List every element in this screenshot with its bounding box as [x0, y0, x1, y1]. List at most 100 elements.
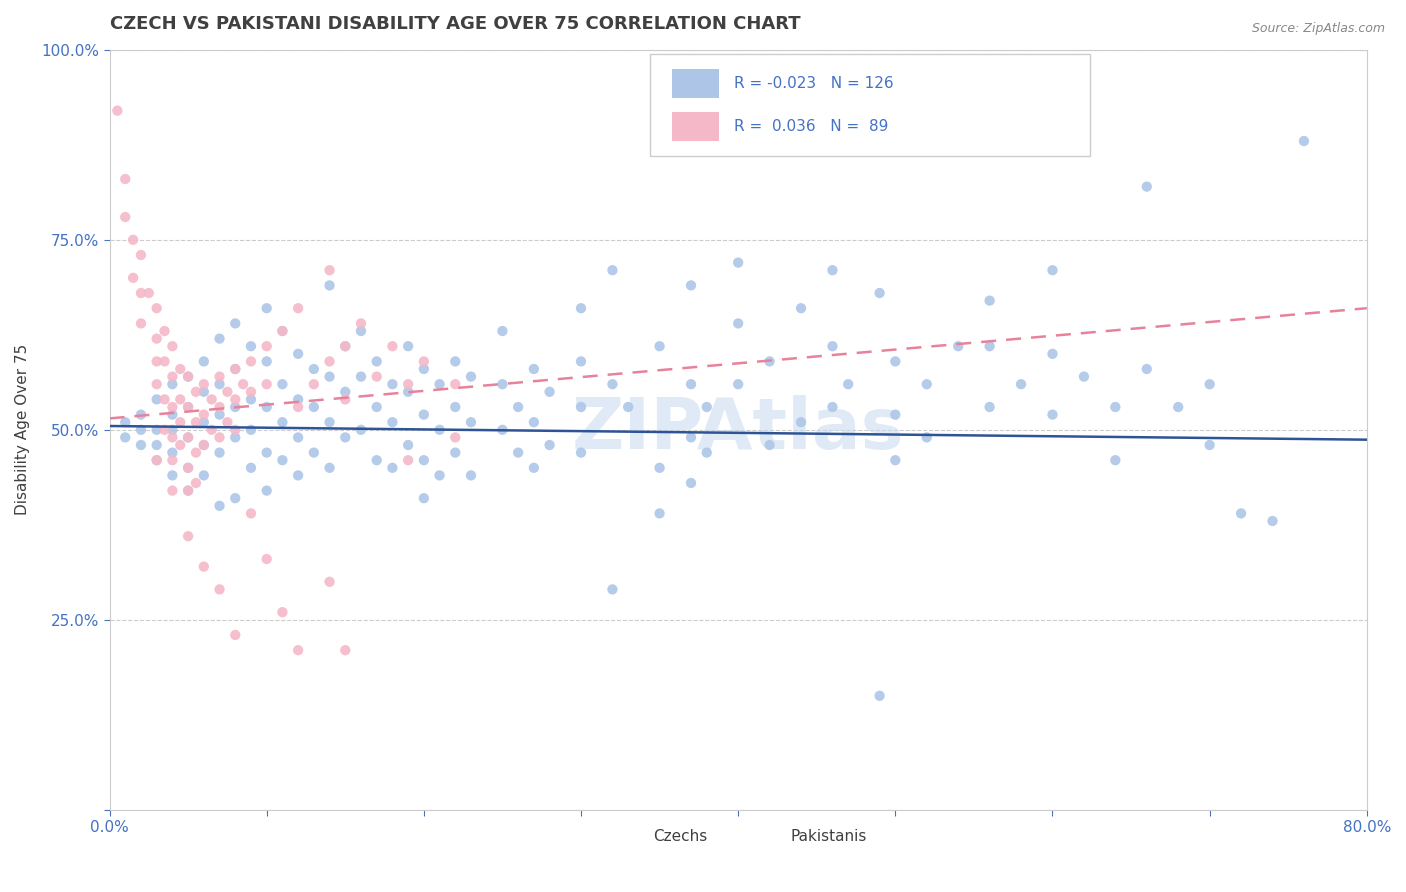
Point [617, 400, 640, 414]
Point [412, 362, 434, 376]
Point [790, 415, 813, 429]
Point [1198, 438, 1220, 452]
Point [271, 377, 294, 392]
Point [177, 400, 200, 414]
Point [145, 423, 167, 437]
Point [318, 369, 340, 384]
Point [224, 430, 246, 444]
Point [508, 400, 530, 414]
Point [350, 369, 373, 384]
Point [821, 339, 844, 353]
Point [224, 317, 246, 331]
Point [679, 430, 702, 444]
Point [122, 233, 145, 247]
Point [177, 400, 200, 414]
Point [366, 369, 388, 384]
Point [256, 354, 278, 368]
Point [122, 270, 145, 285]
Point [105, 103, 128, 118]
Point [256, 377, 278, 392]
Point [821, 400, 844, 414]
Point [412, 491, 434, 506]
Point [177, 460, 200, 475]
Point [256, 339, 278, 353]
Point [224, 423, 246, 437]
Point [224, 400, 246, 414]
Point [153, 324, 176, 338]
Point [224, 392, 246, 407]
Point [287, 347, 309, 361]
Point [162, 445, 184, 459]
Point [193, 559, 215, 574]
Point [287, 392, 309, 407]
Point [162, 339, 184, 353]
Point [169, 392, 191, 407]
Point [193, 354, 215, 368]
Point [256, 483, 278, 498]
Point [318, 415, 340, 429]
Point [256, 400, 278, 414]
Point [145, 453, 167, 467]
Point [184, 445, 207, 459]
Point [302, 362, 325, 376]
Point [1104, 453, 1126, 467]
Point [648, 339, 671, 353]
Point [679, 475, 702, 490]
Point [145, 453, 167, 467]
Point [193, 408, 215, 422]
Point [569, 301, 592, 316]
Point [727, 255, 749, 269]
Point [696, 445, 718, 459]
Point [1136, 362, 1159, 376]
Point [1198, 377, 1220, 392]
Point [114, 415, 136, 429]
Point [193, 415, 215, 429]
Point [193, 377, 215, 392]
Point [240, 384, 263, 399]
Point [129, 285, 152, 300]
Point [177, 430, 200, 444]
Point [177, 369, 200, 384]
Point [460, 369, 482, 384]
Point [129, 408, 152, 422]
Point [335, 430, 357, 444]
Point [208, 377, 231, 392]
Point [217, 384, 239, 399]
Point [460, 415, 482, 429]
Point [256, 552, 278, 566]
Point [1042, 408, 1064, 422]
Point [915, 377, 938, 392]
Point [240, 423, 263, 437]
Point [208, 582, 231, 597]
Point [162, 483, 184, 498]
Point [396, 438, 419, 452]
Point [217, 415, 239, 429]
Point [884, 354, 907, 368]
Point [287, 400, 309, 414]
Point [979, 293, 1001, 308]
Point [169, 415, 191, 429]
Point [256, 445, 278, 459]
Text: R =  0.036   N =  89: R = 0.036 N = 89 [734, 120, 889, 134]
Point [1230, 507, 1253, 521]
Point [979, 339, 1001, 353]
Point [224, 491, 246, 506]
Point [335, 339, 357, 353]
Point [602, 377, 624, 392]
Point [350, 324, 373, 338]
Point [208, 408, 231, 422]
Point [302, 400, 325, 414]
Point [201, 392, 224, 407]
Point [169, 362, 191, 376]
Point [790, 301, 813, 316]
Y-axis label: Disability Age Over 75: Disability Age Over 75 [15, 344, 30, 516]
Point [302, 445, 325, 459]
Point [287, 468, 309, 483]
Point [884, 408, 907, 422]
Point [193, 468, 215, 483]
Point [271, 605, 294, 619]
Point [271, 453, 294, 467]
Point [240, 339, 263, 353]
Point [758, 354, 780, 368]
Point [366, 453, 388, 467]
